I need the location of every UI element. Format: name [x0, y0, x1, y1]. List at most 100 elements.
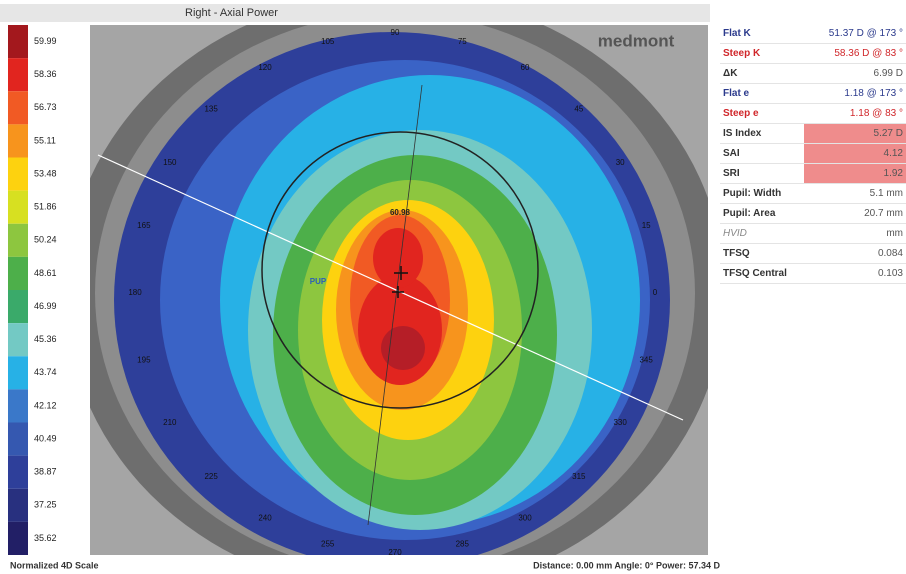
scale-label: 53.48	[34, 168, 57, 178]
scale-swatch	[8, 456, 28, 489]
angle-label: 240	[258, 513, 272, 522]
row-label: Pupil: Area	[720, 204, 804, 224]
row-value: 4.12	[804, 144, 906, 164]
angle-label: 150	[163, 158, 177, 167]
peak-label: 60.98	[390, 208, 411, 217]
angle-label: 120	[258, 63, 272, 72]
angle-label: 195	[137, 355, 151, 364]
row-label: HVID	[720, 224, 804, 244]
scale-swatch	[8, 257, 28, 290]
angle-label: 180	[128, 288, 142, 297]
pupil-label: PUP	[310, 277, 327, 286]
scale-label: 40.49	[34, 433, 57, 443]
angle-label: 315	[572, 472, 586, 481]
map	[65, 0, 725, 574]
scale-label: 48.61	[34, 268, 57, 278]
angle-label: 135	[204, 104, 218, 113]
scale-swatch	[8, 323, 28, 356]
logo: medmont	[598, 31, 675, 50]
angle-label: 210	[163, 418, 177, 427]
scale-label: 56.73	[34, 102, 57, 112]
angle-label: 45	[574, 104, 583, 113]
row-value: 51.37 D @ 173 °	[804, 24, 906, 44]
scale-label: 37.25	[34, 500, 57, 510]
angle-label: 90	[391, 28, 400, 37]
row-label: SRI	[720, 164, 804, 184]
angle-label: 15	[642, 221, 651, 230]
row-label: Flat e	[720, 84, 804, 104]
angle-label: 285	[456, 539, 470, 548]
scale-label: 38.87	[34, 467, 57, 477]
angle-label: 75	[458, 37, 467, 46]
angle-label: 270	[388, 548, 402, 557]
page: Right - Axial Power medmont 60.98 PUP No…	[0, 0, 906, 574]
row-label: ΔK	[720, 64, 804, 84]
scale-label: 42.12	[34, 400, 57, 410]
scale-swatch	[8, 224, 28, 257]
scale-swatch	[8, 522, 28, 555]
scale-label: 58.36	[34, 69, 57, 79]
scale-label: 45.36	[34, 334, 57, 344]
angle-label: 300	[518, 513, 532, 522]
row-value: 58.36 D @ 83 °	[804, 44, 906, 64]
scale-label: 43.74	[34, 367, 57, 377]
row-value: 1.18 @ 173 °	[804, 84, 906, 104]
scale-caption: Normalized 4D Scale	[10, 560, 99, 570]
scale-swatch	[8, 91, 28, 124]
row-value: 6.99 D	[804, 64, 906, 84]
status: Distance: 0.00 mm Angle: 0° Power: 57.34…	[533, 560, 720, 570]
scale-swatch	[8, 158, 28, 191]
scale-label: 35.62	[34, 533, 57, 543]
scale-swatch	[8, 58, 28, 91]
scale-swatch	[8, 489, 28, 522]
scale-label: 59.99	[34, 36, 57, 46]
angle-label: 60	[521, 63, 530, 72]
angle-label: 105	[321, 37, 335, 46]
scale-swatch	[8, 191, 28, 224]
row-value: 1.18 @ 83 °	[804, 104, 906, 124]
row-label: Steep e	[720, 104, 804, 124]
view-title: Right - Axial Power	[185, 7, 278, 19]
row-value: 0.084	[804, 244, 906, 264]
row-value: 1.92	[804, 164, 906, 184]
row-value: 0.103	[804, 264, 906, 284]
row-label: Pupil: Width	[720, 184, 804, 204]
row-label: SAI	[720, 144, 804, 164]
scale-swatch	[8, 290, 28, 323]
row-label: IS Index	[720, 124, 804, 144]
scale-swatch	[8, 356, 28, 389]
row-label: Flat K	[720, 24, 804, 44]
row-label: Steep K	[720, 44, 804, 64]
scale-swatch	[8, 124, 28, 157]
scale-label: 51.86	[34, 202, 57, 212]
row-label: TFSQ	[720, 244, 804, 264]
angle-label: 165	[137, 221, 151, 230]
angle-label: 225	[204, 472, 218, 481]
scale-label: 46.99	[34, 301, 57, 311]
row-value: 5.1 mm	[804, 184, 906, 204]
scale-swatch	[8, 25, 28, 58]
row-value: 5.27 D	[804, 124, 906, 144]
row-value: 20.7 mm	[804, 204, 906, 224]
scale-label: 55.11	[34, 135, 56, 145]
scale-label: 50.24	[34, 235, 57, 245]
angle-label: 255	[321, 539, 335, 548]
scale-swatch	[8, 423, 28, 456]
title-bar	[0, 4, 710, 22]
angle-label: 0	[653, 288, 658, 297]
row-value: mm	[804, 224, 906, 244]
